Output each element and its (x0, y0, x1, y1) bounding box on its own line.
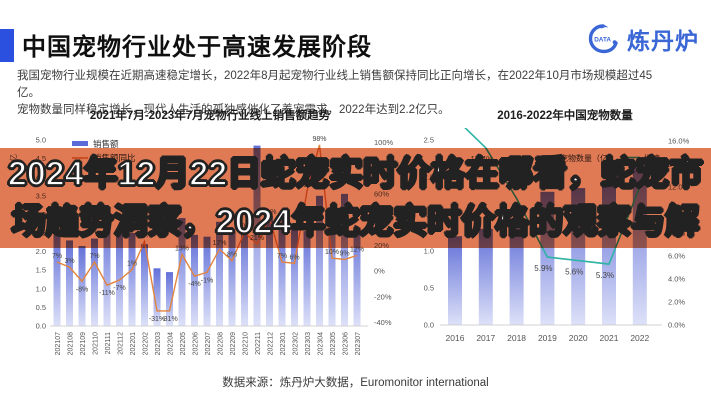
svg-text:2018: 2018 (507, 333, 526, 343)
bars (53, 145, 361, 326)
intro-line-2: 宠物数量同样稳定增长，现代人生活的孤独感催化了养宠需求，2022年达到2.2亿只… (17, 104, 450, 116)
svg-text:202207: 202207 (205, 332, 212, 355)
svg-text:-7%: -7% (113, 285, 125, 292)
left-chart-title: 2021年7月-2023年7月宠物行业线上销售额趋势 (89, 110, 331, 122)
svg-text:202109: 202109 (80, 332, 87, 355)
svg-text:5.6%: 5.6% (565, 268, 583, 277)
svg-text:1%: 1% (127, 261, 137, 268)
svg-text:202212: 202212 (268, 332, 275, 355)
svg-text:202306: 202306 (343, 332, 350, 355)
svg-text:10%: 10% (325, 249, 339, 256)
svg-text:100%: 100% (374, 138, 394, 147)
svg-text:2.0%: 2.0% (668, 298, 685, 307)
svg-text:202210: 202210 (243, 332, 250, 355)
svg-text:-31%: -31% (161, 316, 177, 323)
svg-text:-31%: -31% (149, 316, 165, 323)
brand-logo: DATA 炼丹炉 (586, 22, 699, 56)
svg-text:202211: 202211 (255, 332, 262, 355)
svg-text:3%: 3% (64, 258, 74, 265)
svg-text:1.0: 1.0 (424, 247, 434, 256)
svg-text:6%: 6% (289, 254, 299, 261)
sales-trend-svg: 0.00.51.01.52.02.53.03.54.04.55.0亿100%80… (8, 136, 394, 356)
legend-bar-swatch (72, 141, 88, 146)
svg-text:202302: 202302 (293, 332, 300, 355)
svg-text:-4%: -4% (188, 281, 200, 288)
svg-text:8%: 8% (227, 252, 237, 259)
svg-text:202111: 202111 (105, 332, 112, 354)
svg-text:13%: 13% (175, 245, 189, 252)
svg-text:-1%: -1% (201, 277, 213, 284)
x-axis-labels: 202107 202108 202109 202110 202111 202112 2022… (55, 332, 362, 355)
logo-text: 炼丹炉 (627, 28, 699, 54)
svg-text:202205: 202205 (180, 332, 187, 355)
svg-text:202201: 202201 (130, 332, 137, 355)
svg-text:5.9%: 5.9% (534, 264, 552, 273)
growth-line (464, 128, 641, 265)
sales-trend-chart: 0.00.51.01.52.02.53.03.54.04.55.0亿100%80… (0, 128, 400, 376)
intro-paragraph: 我国宠物行业规模在近期高速稳定增长，2022年8月起宠物行业线上销售额保持同比正… (17, 68, 665, 119)
svg-text:202304: 202304 (318, 332, 325, 355)
overlay-title: 2024年12月22日蛇宠实时价格在哪看，蛇宠市 场趋势洞察，2024年蛇宠实时… (0, 146, 711, 250)
logo-swirl-icon: DATA (588, 24, 618, 54)
svg-text:202209: 202209 (230, 332, 237, 355)
svg-text:1.5: 1.5 (36, 266, 46, 275)
svg-text:6.0%: 6.0% (668, 252, 685, 261)
svg-text:2.0: 2.0 (36, 247, 46, 256)
header: 中国宠物行业处于高速发展阶段 DATA 炼丹炉 (0, 0, 711, 62)
svg-text:202301: 202301 (280, 332, 287, 355)
svg-text:98%: 98% (312, 136, 326, 143)
svg-text:0.0%: 0.0% (668, 321, 685, 330)
page-title: 中国宠物行业处于高速发展阶段 (22, 34, 372, 61)
svg-text:2020: 2020 (569, 333, 588, 343)
svg-text:12%: 12% (350, 247, 364, 254)
svg-text:16.0%: 16.0% (668, 137, 690, 146)
svg-text:202203: 202203 (155, 332, 162, 355)
svg-text:-11%: -11% (99, 290, 115, 297)
svg-text:5.3%: 5.3% (596, 271, 614, 280)
svg-text:-40%: -40% (374, 318, 392, 327)
svg-text:2021: 2021 (600, 333, 619, 343)
svg-text:4.0%: 4.0% (668, 275, 685, 284)
svg-text:2019: 2019 (538, 333, 557, 343)
svg-text:202108: 202108 (68, 332, 75, 355)
right-chart-title: 2016-2022年中国宠物数量 (497, 110, 633, 122)
overlay-title-line-1: 2024年12月22日蛇宠实时价格在哪看，蛇宠市 (7, 154, 704, 194)
overlay-title-line-2: 场趋势洞察，2024年蛇宠实时价格的观察与解 (11, 202, 700, 242)
svg-text:0.5: 0.5 (424, 284, 434, 293)
svg-text:202204: 202204 (168, 332, 175, 355)
intro-line-1: 我国宠物行业规模在近期高速稳定增长，2022年8月起宠物行业线上销售额保持同比正… (17, 70, 653, 99)
svg-text:7%: 7% (52, 253, 62, 260)
svg-text:2016: 2016 (446, 333, 465, 343)
svg-text:202107: 202107 (55, 332, 62, 355)
svg-text:0.0: 0.0 (36, 322, 46, 331)
svg-text:9%: 9% (339, 250, 349, 257)
svg-text:202112: 202112 (118, 332, 125, 355)
svg-text:2.5: 2.5 (424, 136, 434, 145)
x-axis-labels: 2016 2017 2018 2019 2020 2021 2022 (446, 333, 650, 343)
svg-text:2017: 2017 (476, 333, 495, 343)
overlay-band (0, 148, 711, 248)
svg-text:7%: 7% (277, 253, 287, 260)
title-accent-bar (0, 29, 14, 62)
svg-text:202305: 202305 (330, 332, 337, 355)
svg-text:202202: 202202 (143, 332, 150, 355)
svg-text:1.0: 1.0 (36, 284, 46, 293)
svg-text:202303: 202303 (305, 332, 312, 355)
svg-text:2022: 2022 (630, 333, 649, 343)
svg-text:0.0: 0.0 (424, 321, 434, 330)
svg-text:5.0: 5.0 (36, 136, 46, 145)
svg-text:0.5: 0.5 (36, 303, 46, 312)
svg-text:-20%: -20% (374, 292, 392, 301)
svg-text:0%: 0% (374, 267, 385, 276)
svg-text:-8%: -8% (76, 286, 88, 293)
data-source: 数据来源：炼丹炉大数据，Euromonitor international (222, 377, 489, 389)
svg-text:202208: 202208 (218, 332, 225, 355)
logo-badge-text: DATA (594, 37, 611, 44)
svg-text:7%: 7% (89, 253, 99, 260)
svg-text:202307: 202307 (355, 332, 362, 355)
svg-text:202206: 202206 (193, 332, 200, 355)
svg-text:202110: 202110 (93, 332, 100, 355)
svg-text:销售额: 销售额 (93, 139, 119, 149)
